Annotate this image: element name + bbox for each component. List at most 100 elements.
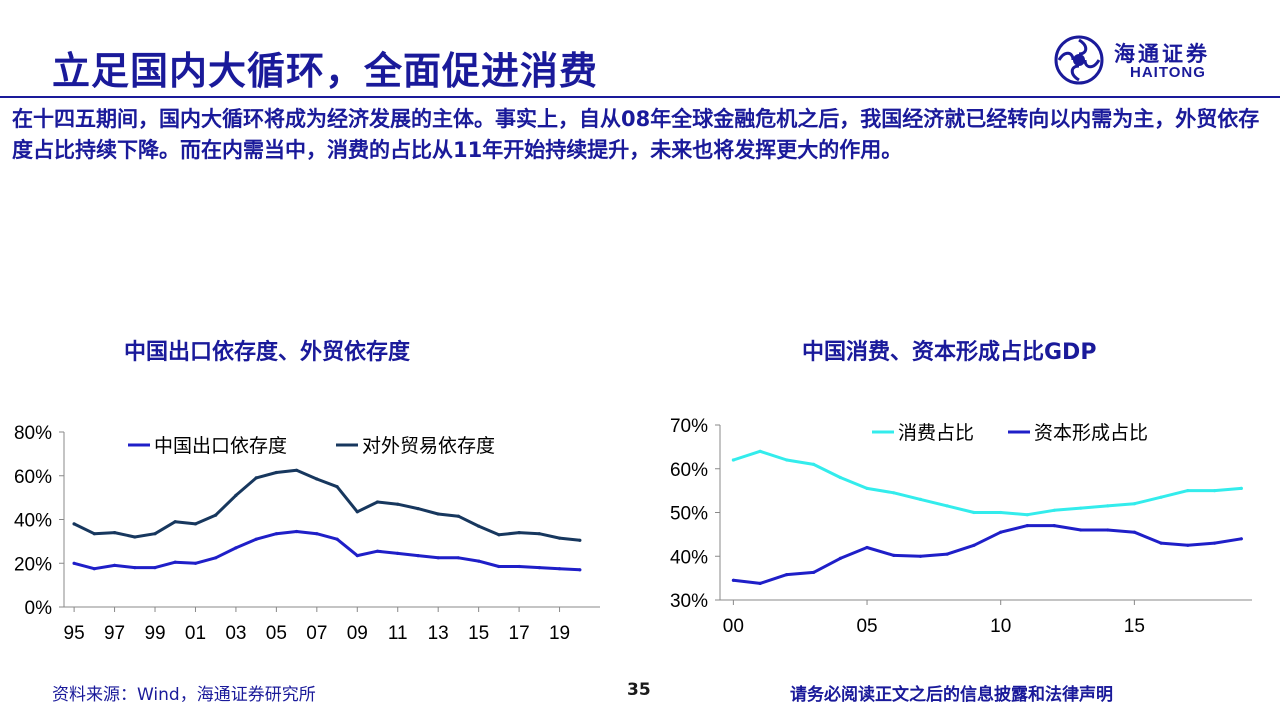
x-tick-label: 07 <box>306 623 327 644</box>
data-point <box>456 514 460 518</box>
x-tick-label: 10 <box>990 616 1011 637</box>
y-tick-label: 50% <box>670 504 708 525</box>
data-point <box>865 486 869 490</box>
legend-label: 资本形成占比 <box>1034 422 1148 444</box>
title-divider <box>0 96 1280 98</box>
data-point <box>173 560 177 564</box>
data-point <box>1132 530 1136 534</box>
x-tick-label: 01 <box>185 623 206 644</box>
data-point <box>557 567 562 571</box>
data-point <box>477 559 481 563</box>
logo-cn-text: 海通证券 <box>1114 41 1210 66</box>
data-point <box>497 533 501 537</box>
data-point <box>945 552 949 556</box>
data-point <box>416 507 420 511</box>
data-point <box>999 510 1003 515</box>
data-point <box>785 573 789 577</box>
data-point <box>838 556 842 560</box>
logo-en-text: HAITONG <box>1130 64 1206 81</box>
series-line-2 <box>731 524 1243 585</box>
data-point <box>999 530 1003 534</box>
series-line-1 <box>731 449 1243 517</box>
legend-label: 对外贸易依存度 <box>362 435 495 457</box>
data-point <box>785 458 789 462</box>
x-tick-label: 13 <box>428 623 449 644</box>
data-point <box>153 566 157 570</box>
y-tick-label: 40% <box>14 511 52 532</box>
data-point <box>537 532 541 536</box>
data-point <box>1052 508 1056 512</box>
data-point <box>315 477 319 481</box>
series-line-2 <box>72 468 582 542</box>
data-point <box>315 532 319 536</box>
x-tick-label: 11 <box>388 623 408 644</box>
data-point <box>1213 489 1217 493</box>
data-point <box>1079 506 1083 510</box>
x-tick-label: 19 <box>549 623 570 644</box>
page-title: 立足国内大循环，全面促进消费 <box>52 49 599 93</box>
data-point <box>731 458 735 462</box>
data-point <box>517 531 521 535</box>
chart1-plot: 0% 20% 40% 60% 80% 95 97 99 01 03 05 07 09 11 13 15 17 19… <box>14 423 600 644</box>
data-point <box>436 556 440 560</box>
data-point <box>1159 541 1163 545</box>
data-point <box>335 537 339 541</box>
data-point <box>234 493 238 497</box>
y-tick-label: 80% <box>14 423 52 444</box>
y-tick-label: 60% <box>14 467 52 488</box>
data-point <box>812 462 816 466</box>
data-point <box>254 476 258 480</box>
y-tick-label: 70% <box>670 416 708 437</box>
haitong-logo: 海通证券 HAITONG <box>1052 34 1252 86</box>
intro-paragraph: 在十四五期间，国内大循环将成为经济发展的主体。事实上，自从08年全球金融危机之后… <box>12 107 1260 162</box>
chart1-title: 中国出口依存度、外贸依存度 <box>124 340 411 365</box>
x-tick-label: 17 <box>509 623 530 644</box>
data-point <box>972 543 976 547</box>
data-point <box>375 500 380 504</box>
data-point <box>1079 528 1083 532</box>
data-point <box>355 554 359 558</box>
data-point <box>918 554 923 558</box>
data-point <box>865 545 869 550</box>
data-point <box>1052 524 1056 528</box>
data-point <box>193 522 198 526</box>
y-tick-label: 0% <box>25 598 53 619</box>
legend-label: 中国出口依存度 <box>154 435 287 457</box>
x-tick-label: 03 <box>225 623 246 644</box>
page-number: 35 <box>627 680 651 700</box>
data-point <box>812 570 816 574</box>
chart2-plot: 30% 40% 50% 60% 70% 00 05 10 15 消费占比 资本形成占比 <box>670 416 1252 637</box>
data-point <box>972 510 976 515</box>
data-point <box>892 553 896 557</box>
y-tick-label: 20% <box>14 554 52 575</box>
data-point <box>92 567 96 571</box>
data-point <box>1106 528 1110 532</box>
data-point <box>234 546 238 550</box>
legal-disclaimer: 请务必阅读正文之后的信息披露和法律声明 <box>790 685 1113 705</box>
data-point <box>497 564 501 569</box>
data-point <box>396 551 400 555</box>
data-point <box>1025 524 1029 528</box>
data-point <box>214 556 218 560</box>
legend-label: 消费占比 <box>898 422 974 444</box>
data-point <box>1106 504 1110 508</box>
haitong-emblem-icon <box>1054 35 1104 85</box>
data-point <box>578 538 582 542</box>
y-tick-label: 60% <box>670 460 708 481</box>
data-point <box>456 556 460 560</box>
data-point <box>295 468 299 472</box>
chart2-title: 中国消费、资本形成占比GDP <box>802 340 1097 365</box>
data-point <box>1239 486 1243 490</box>
x-tick-label: 15 <box>468 623 489 644</box>
data-point <box>92 532 96 536</box>
x-tick-label: 95 <box>64 623 85 644</box>
y-tick-label: 30% <box>670 591 708 612</box>
data-point <box>72 561 76 565</box>
x-tick-label: 00 <box>723 616 744 637</box>
x-tick-label: 99 <box>144 623 165 644</box>
data-point <box>1132 502 1136 506</box>
x-tick-label: 09 <box>347 623 368 644</box>
series-line-1 <box>72 530 582 572</box>
data-point <box>254 537 258 541</box>
data-point <box>731 578 735 582</box>
